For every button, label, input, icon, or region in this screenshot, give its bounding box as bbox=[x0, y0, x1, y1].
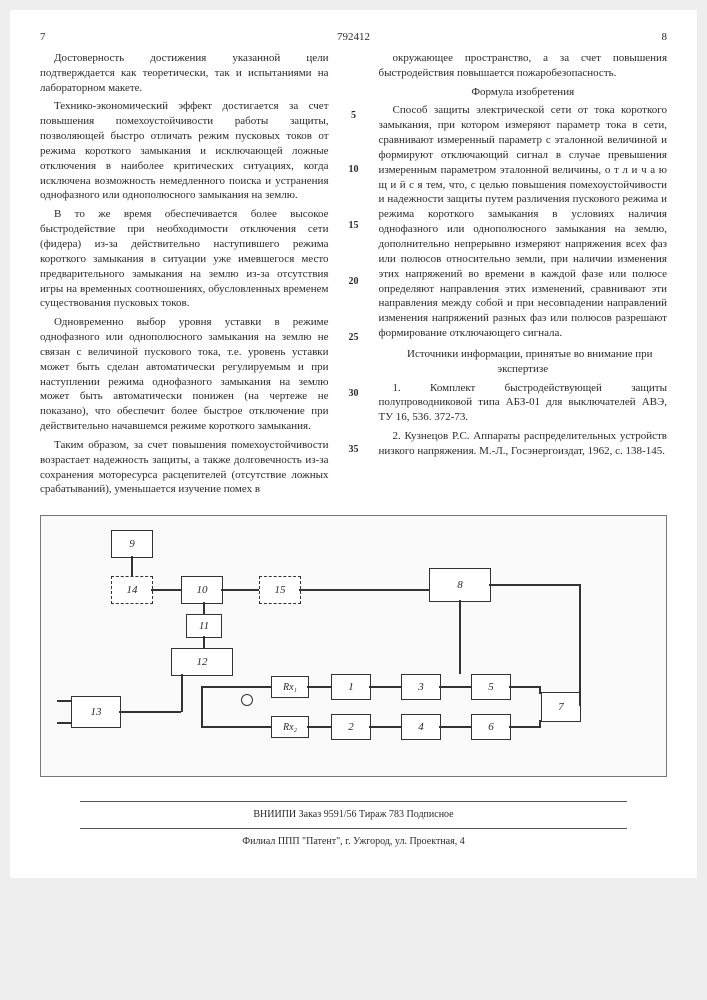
footer: ВНИИПИ Заказ 9591/56 Тираж 783 Подписное… bbox=[40, 801, 667, 848]
wire bbox=[459, 600, 461, 674]
terminal bbox=[57, 700, 71, 702]
node-14: 14 bbox=[111, 576, 153, 604]
node-3: 3 bbox=[401, 674, 441, 700]
para: В то же время обеспечивается более высок… bbox=[40, 207, 329, 311]
node-4: 4 bbox=[401, 714, 441, 740]
node-6: 6 bbox=[471, 714, 511, 740]
wire bbox=[151, 589, 181, 591]
body-wrap: Достоверность достижения указанной цели … bbox=[40, 51, 667, 501]
wire bbox=[201, 686, 271, 688]
wire bbox=[131, 556, 133, 576]
wire bbox=[439, 726, 471, 728]
wire bbox=[579, 584, 581, 706]
right-column: окружающее пространство, а за счет повыш… bbox=[379, 51, 668, 501]
ref-item: 1. Комплект быстродействующей защиты пол… bbox=[379, 381, 668, 426]
wire bbox=[181, 674, 183, 712]
node-8: 8 bbox=[429, 568, 491, 602]
para: Технико-экономический эффект достигается… bbox=[40, 99, 329, 203]
para: окружающее пространство, а за счет повыш… bbox=[379, 51, 668, 81]
columns: Достоверность достижения указанной цели … bbox=[40, 51, 667, 501]
line-number: 10 bbox=[349, 163, 359, 177]
ref-item: 2. Кузнецов Р.С. Аппараты распределитель… bbox=[379, 429, 668, 459]
line-number: 20 bbox=[349, 275, 359, 289]
wire bbox=[299, 589, 429, 591]
wire bbox=[307, 726, 331, 728]
node-rx1: Rx₁ bbox=[271, 676, 309, 698]
header: 7 792412 8 bbox=[40, 30, 667, 45]
line-number: 5 bbox=[351, 109, 356, 123]
node-9: 9 bbox=[111, 530, 153, 558]
para: Таким образом, за счет повышения помехоу… bbox=[40, 438, 329, 497]
wire bbox=[539, 686, 541, 694]
node-2: 2 bbox=[331, 714, 371, 740]
line-number: 30 bbox=[349, 387, 359, 401]
footer-line-2: Филиал ППП "Патент", г. Ужгород, ул. Про… bbox=[40, 835, 667, 849]
wire bbox=[203, 602, 205, 614]
footer-line-1: ВНИИПИ Заказ 9591/56 Тираж 783 Подписное bbox=[40, 808, 667, 822]
wire bbox=[439, 686, 471, 688]
node-13: 13 bbox=[71, 696, 121, 728]
claims-title: Формула изобретения bbox=[379, 85, 668, 100]
wire bbox=[509, 726, 541, 728]
node-1: 1 bbox=[331, 674, 371, 700]
line-number: 25 bbox=[349, 331, 359, 345]
source-symbol bbox=[241, 694, 253, 706]
node-12: 12 bbox=[171, 648, 233, 676]
node-15: 15 bbox=[259, 576, 301, 604]
wire bbox=[203, 636, 205, 648]
wire bbox=[201, 686, 203, 728]
wire bbox=[307, 686, 331, 688]
node-5: 5 bbox=[471, 674, 511, 700]
wire bbox=[489, 584, 581, 586]
divider bbox=[80, 801, 627, 802]
node-11: 11 bbox=[186, 614, 222, 638]
refs-title: Источники информации, принятые во вниман… bbox=[379, 347, 668, 377]
node-rx2: Rx₂ bbox=[271, 716, 309, 738]
node-7: 7 bbox=[541, 692, 581, 722]
wire bbox=[221, 589, 259, 591]
line-number: 35 bbox=[349, 443, 359, 457]
wire bbox=[119, 711, 181, 713]
divider bbox=[80, 828, 627, 829]
wire bbox=[201, 726, 271, 728]
terminal bbox=[57, 722, 71, 724]
page-num-left: 7 bbox=[40, 30, 46, 45]
para: Способ защиты электрической сети от тока… bbox=[379, 103, 668, 341]
para: Достоверность достижения указанной цели … bbox=[40, 51, 329, 96]
node-10: 10 bbox=[181, 576, 223, 604]
page: 7 792412 8 Достоверность достижения указ… bbox=[10, 10, 697, 878]
wire bbox=[509, 686, 541, 688]
page-num-right: 8 bbox=[662, 30, 668, 45]
line-number: 15 bbox=[349, 219, 359, 233]
wire bbox=[369, 726, 401, 728]
doc-number: 792412 bbox=[337, 30, 370, 45]
para: Одновременно выбор уровня уставки в режи… bbox=[40, 315, 329, 434]
wire bbox=[369, 686, 401, 688]
gutter: 5 10 15 20 25 30 35 bbox=[347, 51, 361, 501]
left-column: Достоверность достижения указанной цели … bbox=[40, 51, 329, 501]
block-diagram: 9 14 10 11 12 15 8 13 Rx₁ Rx₂ 1 2 3 4 5 … bbox=[40, 515, 667, 777]
wire bbox=[539, 720, 541, 728]
